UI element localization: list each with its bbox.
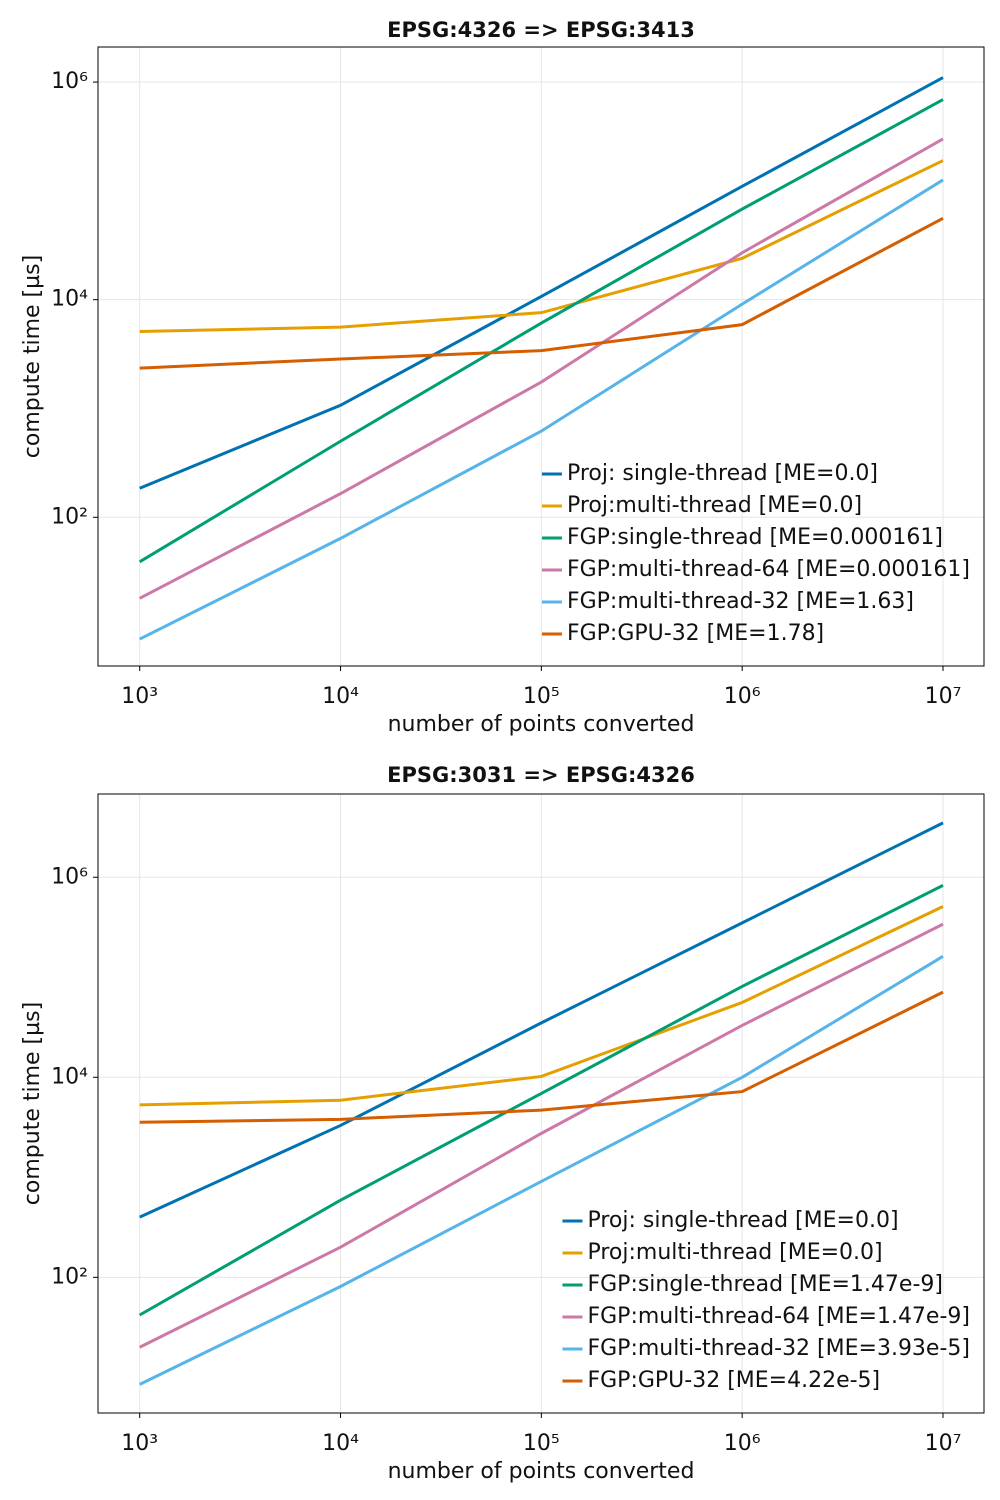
legend-label: Proj:multi-thread [ME=0.0]: [587, 1240, 882, 1265]
y-tick-label: 10⁶: [51, 69, 88, 94]
series-line: [139, 990, 944, 1124]
legend-label: FGP:single-thread [ME=1.47e-9]: [587, 1272, 943, 1297]
chart: EPSG:4326 => EPSG:3413 10³ 10⁴ 10⁵ 10⁶ 10⁷ 10²…: [20, 18, 985, 737]
x-tick-label: 10⁴: [322, 1431, 359, 1456]
legend-label: FGP:multi-thread-64 [ME=1.47e-9]: [587, 1304, 970, 1329]
legend-label: FGP:GPU-32 [ME=4.22e-5]: [587, 1368, 880, 1393]
series-line: [139, 178, 944, 641]
chart-title: EPSG:4326 => EPSG:3413: [387, 18, 695, 42]
legend: Proj: single-thread [ME=0.0] Proj:multi-t…: [541, 461, 970, 646]
plot-frame: [97, 793, 985, 1414]
chart: EPSG:3031 => EPSG:4326 10³ 10⁴ 10⁵ 10⁶ 10⁷ 10²…: [20, 763, 985, 1484]
series-line: [139, 159, 944, 334]
series-line: [139, 76, 944, 490]
x-tick-label: 10⁴: [322, 684, 359, 709]
legend-label: FGP:single-thread [ME=0.000161]: [567, 525, 943, 550]
x-tick-label: 10⁶: [724, 684, 761, 709]
y-axis-title: compute time [µs]: [20, 255, 45, 458]
x-tick-label: 10⁶: [724, 1431, 761, 1456]
series-line: [139, 137, 944, 600]
legend-label: Proj:multi-thread [ME=0.0]: [567, 493, 862, 518]
legend-label: Proj: single-thread [ME=0.0]: [587, 1208, 898, 1233]
x-tick-label: 10⁷: [925, 684, 962, 709]
series-line: [139, 955, 944, 1386]
x-axis-title: number of points converted: [388, 712, 695, 737]
series-line: [138, 98, 944, 564]
y-axis-title: compute time [µs]: [20, 1002, 45, 1205]
series-line: [139, 216, 944, 370]
plot-frame: [97, 46, 985, 667]
y-tick-label: 10⁴: [51, 1064, 88, 1089]
series-line: [139, 821, 944, 1219]
y-tick-label: 10²: [51, 504, 88, 529]
series-line: [139, 922, 944, 1349]
x-tick-label: 10⁷: [925, 1431, 962, 1456]
x-tick-label: 10⁵: [523, 684, 560, 709]
x-axis-title: number of points converted: [388, 1459, 695, 1484]
x-tick-label: 10⁵: [523, 1431, 560, 1456]
x-tick-label: 10³: [121, 1431, 158, 1456]
legend-label: Proj: single-thread [ME=0.0]: [567, 461, 878, 486]
y-tick-label: 10²: [51, 1264, 88, 1289]
chart-title: EPSG:3031 => EPSG:4326: [387, 763, 695, 787]
y-tick-label: 10⁶: [51, 864, 88, 889]
legend-label: FGP:multi-thread-32 [ME=1.63]: [567, 589, 914, 614]
x-tick-label: 10³: [121, 684, 158, 709]
y-tick-label: 10⁴: [51, 287, 88, 312]
series-line: [139, 905, 944, 1107]
series-line: [138, 884, 944, 1317]
legend-label: FGP:GPU-32 [ME=1.78]: [567, 621, 824, 646]
legend-label: FGP:multi-thread-32 [ME=3.93e-5]: [587, 1336, 970, 1361]
legend: Proj: single-thread [ME=0.0] Proj:multi-t…: [562, 1208, 970, 1393]
legend-label: FGP:multi-thread-64 [ME=0.000161]: [567, 557, 970, 582]
